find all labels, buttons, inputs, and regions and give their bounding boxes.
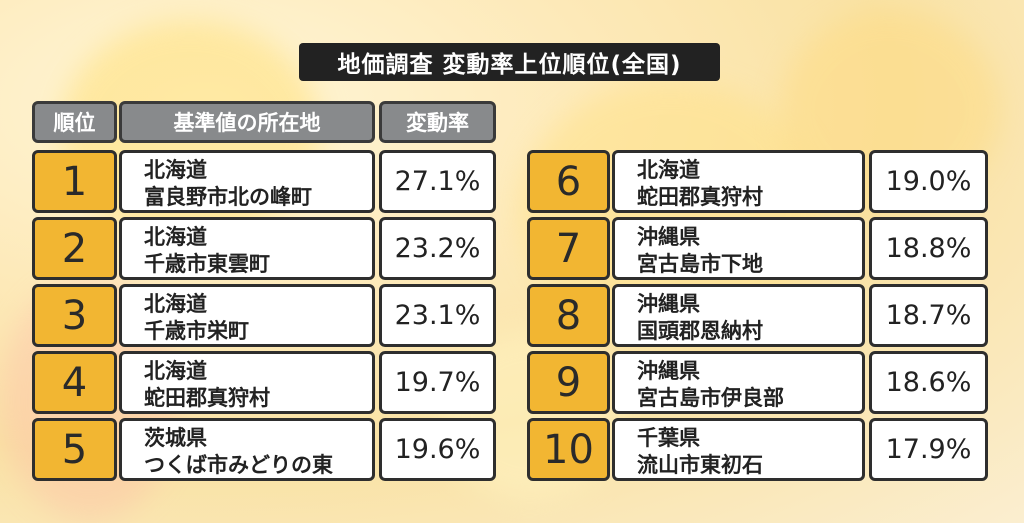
rank-cell: 8	[527, 284, 610, 347]
rank-cell: 4	[32, 351, 117, 414]
location-cell: 沖縄県宮古島市伊良部	[612, 351, 865, 414]
place-label: つくば市みどりの東	[144, 453, 333, 477]
rank-cell: 2	[32, 217, 117, 280]
prefecture-label: 茨城県	[144, 426, 207, 450]
header-rate: 変動率	[379, 101, 496, 143]
rate-cell: 18.8%	[869, 217, 988, 280]
place-label: 千歳市東雲町	[144, 252, 270, 276]
place-label: 蛇田郡真狩村	[144, 386, 270, 410]
rank-cell: 3	[32, 284, 117, 347]
rate-cell: 19.0%	[869, 150, 988, 213]
page-title: 地価調査 変動率上位順位(全国)	[299, 43, 720, 81]
header-rank: 順位	[32, 101, 117, 143]
location-cell: 北海道 蛇田郡真狩村	[119, 351, 375, 414]
rate-cell: 18.6%	[869, 351, 988, 414]
rate-cell: 18.7%	[869, 284, 988, 347]
place-label: 流山市東初石	[637, 453, 763, 477]
location-cell: 北海道 千歳市東雲町	[119, 217, 375, 280]
location-cell: 北海道富良野市北の峰町	[119, 150, 375, 213]
place-label: 宮古島市下地	[637, 252, 763, 276]
prefecture-label: 千葉県	[637, 426, 700, 450]
prefecture-label: 北海道	[144, 225, 207, 249]
location-cell: 千葉県 流山市東初石	[612, 418, 865, 481]
prefecture-label: 北海道	[144, 158, 207, 182]
prefecture-label: 沖縄県	[637, 225, 700, 249]
location-cell: 北海道 蛇田郡真狩村	[612, 150, 865, 213]
place-label: 蛇田郡真狩村	[637, 185, 763, 209]
rate-cell: 23.1%	[379, 284, 496, 347]
rate-cell: 17.9%	[869, 418, 988, 481]
place-label: 千歳市栄町	[144, 319, 249, 343]
prefecture-label: 北海道	[144, 292, 207, 316]
rank-cell: 7	[527, 217, 610, 280]
rank-cell: 1	[32, 150, 117, 213]
place-label: 国頭郡恩納村	[637, 319, 763, 343]
rate-cell: 19.6%	[379, 418, 496, 481]
location-cell: 茨城県つくば市みどりの東	[119, 418, 375, 481]
rank-cell: 9	[527, 351, 610, 414]
rate-cell: 19.7%	[379, 351, 496, 414]
place-label: 富良野市北の峰町	[144, 185, 312, 209]
location-cell: 沖縄県 国頭郡恩納村	[612, 284, 865, 347]
location-cell: 北海道 千歳市栄町	[119, 284, 375, 347]
prefecture-label: 沖縄県	[637, 292, 700, 316]
prefecture-label: 北海道	[144, 359, 207, 383]
rank-cell: 5	[32, 418, 117, 481]
location-cell: 沖縄県 宮古島市下地	[612, 217, 865, 280]
rate-cell: 27.1%	[379, 150, 496, 213]
prefecture-label: 北海道	[637, 158, 700, 182]
rank-cell: 6	[527, 150, 610, 213]
prefecture-label: 沖縄県	[637, 359, 700, 383]
rate-cell: 23.2%	[379, 217, 496, 280]
place-label: 宮古島市伊良部	[637, 386, 784, 410]
header-location: 基準値の所在地	[119, 101, 375, 143]
rank-cell: 10	[527, 418, 610, 481]
